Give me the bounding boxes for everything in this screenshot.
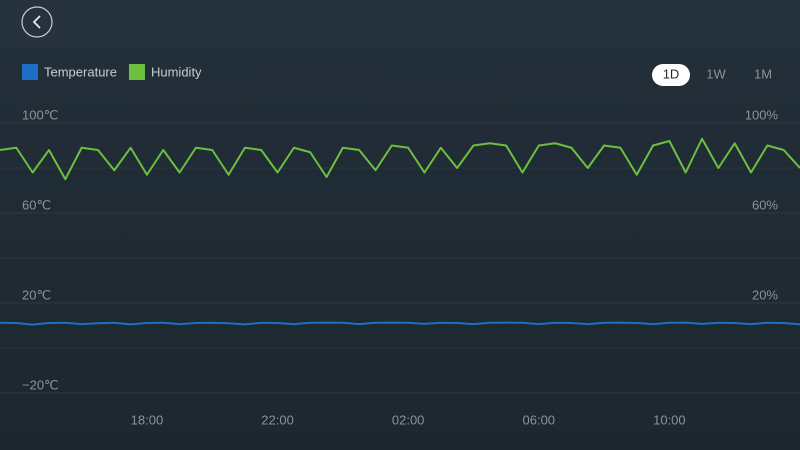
y-tick-label: −20℃ <box>22 377 59 392</box>
series-line <box>0 321 800 326</box>
top-bar <box>0 0 800 48</box>
series-line <box>0 137 800 181</box>
x-tick-label: 22:00 <box>261 412 294 427</box>
legend-swatch <box>22 64 38 80</box>
x-tick-label: 18:00 <box>131 412 164 427</box>
legend-swatch <box>128 64 145 80</box>
range-button[interactable]: 1M <box>754 66 772 81</box>
back-arrow[interactable] <box>32 15 41 29</box>
range-button[interactable]: 1D <box>663 66 680 81</box>
y-tick-label: 20℃ <box>22 287 51 302</box>
y-tick-label: 100℃ <box>22 107 58 122</box>
legend-label: Temperature <box>44 64 117 79</box>
range-button[interactable]: 1W <box>706 66 726 81</box>
y2-tick-label: 60% <box>752 197 778 212</box>
back-button[interactable] <box>21 6 53 38</box>
x-tick-label: 02:00 <box>392 412 425 427</box>
y2-tick-label: 20% <box>752 287 778 302</box>
range-button-bg[interactable] <box>652 64 690 86</box>
legend-label: Humidity <box>151 64 202 79</box>
x-tick-label: 10:00 <box>653 412 686 427</box>
back-circle[interactable] <box>21 6 53 38</box>
y-tick-label: 60℃ <box>22 197 51 212</box>
chart-background <box>0 48 800 450</box>
y2-tick-label: 100% <box>745 107 779 122</box>
x-tick-label: 06:00 <box>523 412 556 427</box>
